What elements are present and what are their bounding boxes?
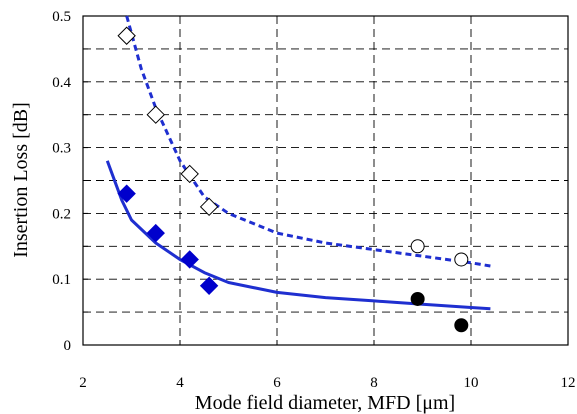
open-diamond-marker xyxy=(146,105,165,124)
y-axis-title: Insertion Loss [dB] xyxy=(10,102,32,258)
filled-circle-marker xyxy=(410,291,425,306)
axis-ticks: 2 4 6 8 10 12 0 0.1 0.2 0.3 0.4 0.5 xyxy=(52,9,575,391)
x-tick-label: 8 xyxy=(370,375,378,391)
open-circle-marker xyxy=(454,252,469,267)
open-circle-marker xyxy=(410,239,425,254)
y-tick-label: 0.3 xyxy=(52,141,71,157)
open-diamond-marker xyxy=(117,26,136,45)
open-diamond-marker xyxy=(199,197,219,217)
x-tick-label: 10 xyxy=(464,375,479,391)
filled-circle-marker xyxy=(454,318,469,333)
y-tick-label: 0 xyxy=(64,338,72,354)
x-tick-label: 2 xyxy=(79,375,87,391)
y-tick-label: 0.4 xyxy=(52,75,71,91)
filled-diamond-marker xyxy=(199,276,219,295)
data-series xyxy=(105,15,491,333)
filled-diamond-marker xyxy=(180,250,199,269)
open-diamond-marker xyxy=(180,164,199,184)
x-tick-label: 4 xyxy=(176,375,184,391)
filled-diamond-marker xyxy=(117,184,136,203)
y-tick-label: 0.5 xyxy=(52,9,71,25)
grid xyxy=(83,16,568,345)
solid-fit-curve xyxy=(105,160,491,311)
x-tick-label: 12 xyxy=(561,375,576,391)
x-tick-label: 6 xyxy=(273,375,281,391)
filled-diamond-marker xyxy=(146,223,165,243)
y-tick-label: 0.1 xyxy=(52,272,71,288)
y-tick-label: 0.2 xyxy=(52,206,71,222)
dashed-fit-curve xyxy=(125,15,491,268)
x-axis-title: Mode field diameter, MFD [μm] xyxy=(195,392,455,414)
